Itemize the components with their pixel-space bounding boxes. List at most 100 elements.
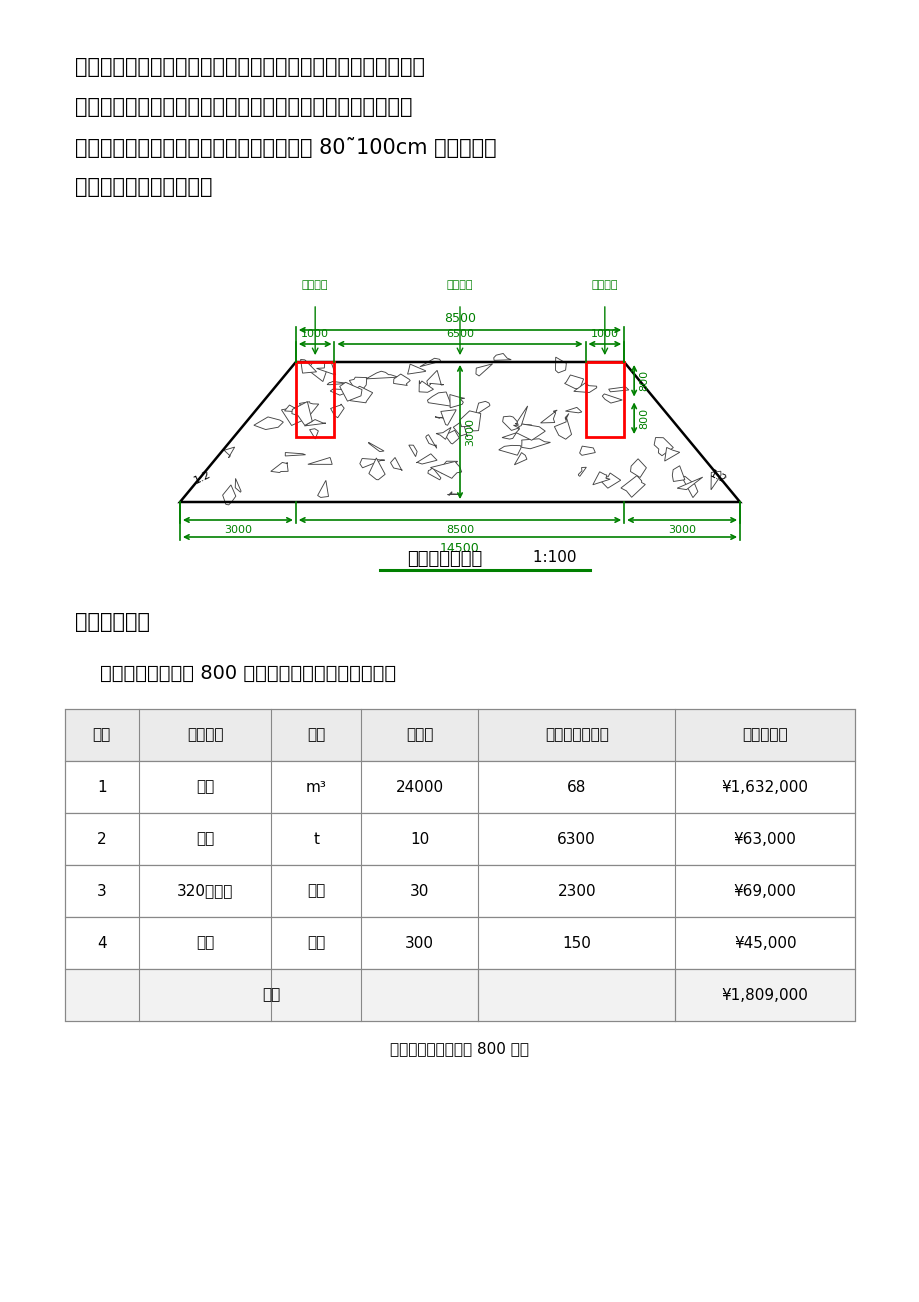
Polygon shape [498, 445, 520, 456]
Text: 四、造价估算: 四、造价估算 [75, 612, 150, 631]
Polygon shape [307, 362, 328, 381]
Polygon shape [602, 395, 621, 404]
Text: t: t [313, 832, 319, 846]
Text: 1: 1 [96, 780, 107, 794]
Polygon shape [281, 404, 310, 426]
Polygon shape [393, 374, 410, 385]
Polygon shape [592, 471, 609, 484]
Polygon shape [620, 475, 644, 497]
Text: 10: 10 [410, 832, 429, 846]
Text: 3000: 3000 [223, 525, 252, 535]
Bar [65, 812, 854, 865]
Text: 钢筋石笼: 钢筋石笼 [301, 280, 328, 290]
Polygon shape [222, 484, 235, 505]
Text: 320挖掘机: 320挖掘机 [176, 884, 233, 898]
Text: 毛石: 毛石 [196, 780, 214, 794]
Polygon shape [555, 357, 566, 372]
Polygon shape [443, 430, 459, 444]
Text: 6500: 6500 [446, 329, 473, 339]
Polygon shape [339, 383, 361, 401]
Text: 3: 3 [96, 884, 107, 898]
Text: 毛石填填: 毛石填填 [447, 280, 472, 290]
Text: 1000: 1000 [590, 329, 618, 339]
Polygon shape [310, 428, 318, 439]
Text: 150: 150 [562, 936, 591, 950]
Text: 说明：施工通道暂按 800 米计: 说明：施工通道暂按 800 米计 [390, 1042, 529, 1056]
Text: 工程量: 工程量 [405, 728, 433, 742]
Text: 施工通道长度暂按 800 米进行估算，估算造价如下：: 施工通道长度暂按 800 米进行估算，估算造价如下： [75, 664, 396, 684]
Text: 14500: 14500 [439, 542, 480, 555]
Polygon shape [369, 458, 385, 479]
Bar [65, 917, 854, 969]
Text: 石笼进行收边，节省毛石用量。然后再进行路心石材的填筑。根: 石笼进行收边，节省毛石用量。然后再进行路心石材的填筑。根 [75, 57, 425, 77]
Text: ¥45,000: ¥45,000 [733, 936, 796, 950]
Polygon shape [494, 353, 511, 361]
Polygon shape [502, 417, 521, 431]
Text: 300: 300 [404, 936, 434, 950]
Polygon shape [573, 383, 596, 392]
Polygon shape [565, 408, 581, 413]
Polygon shape [447, 492, 461, 495]
Polygon shape [390, 457, 402, 470]
Polygon shape [304, 419, 325, 426]
Polygon shape [270, 462, 288, 473]
Polygon shape [564, 375, 583, 389]
Text: 综合单价（元）: 综合单价（元） [544, 728, 608, 742]
Polygon shape [425, 435, 437, 448]
Text: 高度。钢筋石笼及路心石材填筑的高度宜按 80˜100cm 进行分层。: 高度。钢筋石笼及路心石材填筑的高度宜按 80˜100cm 进行分层。 [75, 137, 496, 158]
Text: 1:2: 1:2 [707, 469, 727, 486]
Polygon shape [440, 410, 456, 426]
Text: 4: 4 [96, 936, 107, 950]
Polygon shape [710, 471, 720, 490]
Polygon shape [308, 457, 332, 465]
Text: 2: 2 [96, 832, 107, 846]
Polygon shape [521, 439, 550, 449]
Text: 据现场具体压实与沉降的情况确定钢筋石笼及路心石材的填筑: 据现场具体压实与沉降的情况确定钢筋石笼及路心石材的填筑 [75, 98, 412, 117]
Polygon shape [301, 359, 316, 374]
Polygon shape [419, 380, 433, 392]
Polygon shape [475, 401, 490, 415]
Polygon shape [235, 478, 241, 492]
Polygon shape [502, 432, 516, 439]
Text: 6300: 6300 [557, 832, 596, 846]
Text: ¥69,000: ¥69,000 [733, 884, 796, 898]
Text: ¥1,809,000: ¥1,809,000 [721, 987, 808, 1003]
Text: 合计: 合计 [262, 987, 280, 1003]
Polygon shape [426, 370, 443, 387]
Polygon shape [460, 411, 481, 431]
Polygon shape [681, 477, 698, 497]
Text: 钢筋: 钢筋 [196, 832, 214, 846]
Polygon shape [475, 363, 492, 376]
Bar [296, 362, 335, 437]
Polygon shape [664, 448, 679, 461]
Text: 8500: 8500 [446, 525, 473, 535]
Bar [65, 760, 854, 812]
Text: 30: 30 [410, 884, 429, 898]
Polygon shape [514, 453, 527, 465]
Polygon shape [369, 443, 383, 452]
Polygon shape [366, 371, 398, 379]
Polygon shape [439, 461, 457, 474]
Text: 1:2: 1:2 [192, 469, 212, 486]
Polygon shape [608, 387, 629, 392]
Polygon shape [436, 427, 450, 439]
Polygon shape [540, 410, 557, 423]
Polygon shape [435, 417, 448, 421]
Bar [65, 969, 854, 1021]
Polygon shape [516, 423, 545, 440]
Text: m³: m³ [306, 780, 326, 794]
Text: 24000: 24000 [395, 780, 443, 794]
Polygon shape [579, 447, 595, 456]
Polygon shape [349, 378, 367, 388]
Polygon shape [291, 401, 312, 426]
Polygon shape [408, 445, 416, 457]
Polygon shape [430, 461, 461, 478]
Polygon shape [317, 480, 328, 497]
Text: 合计（元）: 合计（元） [742, 728, 788, 742]
Text: 施工通道断面图: 施工通道断面图 [407, 549, 482, 568]
Polygon shape [330, 404, 344, 418]
Text: ¥63,000: ¥63,000 [733, 832, 796, 846]
Text: 工日: 工日 [307, 936, 325, 950]
Polygon shape [427, 467, 440, 480]
Text: 3000: 3000 [667, 525, 696, 535]
